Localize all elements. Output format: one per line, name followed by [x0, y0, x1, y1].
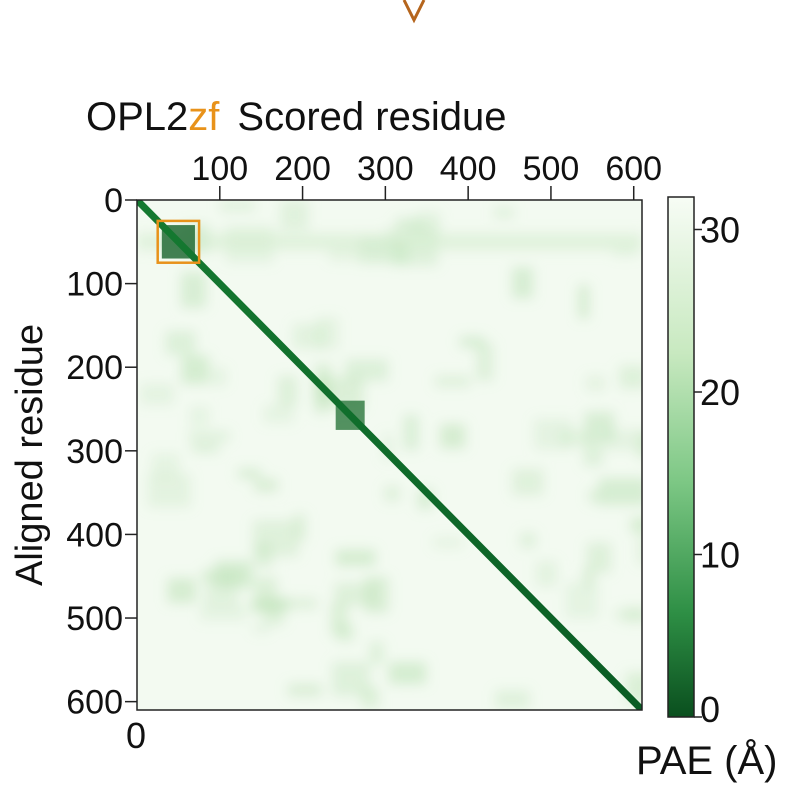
texture-patch [565, 583, 599, 619]
title-highlight: zf [188, 95, 220, 139]
texture-patch [280, 598, 317, 609]
texture-patch [536, 560, 558, 587]
y-tick-label: 400 [66, 516, 123, 554]
texture-patch [495, 690, 530, 709]
x-axis: 100 200 300 400 500 600 [191, 150, 662, 200]
colorbar: 0 10 20 30 [667, 196, 740, 730]
texture-patch [181, 355, 209, 384]
texture-patch [417, 212, 440, 232]
texture-patch [250, 597, 289, 612]
x-tick-label: 100 [191, 150, 248, 188]
texture-patch [254, 478, 278, 492]
texture-patch [189, 406, 209, 427]
texture-patch [613, 245, 638, 257]
texture-patch [167, 578, 196, 603]
texture-patch [238, 469, 261, 478]
y-axis: 0 100 200 300 400 500 600 [66, 182, 137, 722]
colorbar-tick-label: 20 [700, 372, 740, 413]
title-prefix: OPL2 [86, 95, 188, 139]
x-tick-label: 600 [605, 150, 662, 188]
texture-patch [520, 532, 536, 548]
texture-patch [330, 603, 348, 636]
texture-patch [624, 607, 642, 623]
colorbar-tick-label: 10 [700, 535, 740, 576]
texture-patch [619, 365, 642, 389]
texture-patch [345, 359, 389, 382]
texture-patch [476, 343, 494, 381]
texture-patch [140, 383, 174, 405]
x-axis-label: Scored residue [237, 95, 506, 139]
texture-patch [403, 414, 419, 450]
texture-patch [189, 431, 230, 442]
texture-patch [200, 604, 247, 621]
texture-patch [192, 443, 219, 453]
y-axis-label: Aligned residue [9, 324, 51, 586]
texture-patch [335, 549, 376, 566]
y-tick-label: 0 [104, 182, 123, 220]
texture-patch [440, 424, 466, 449]
texture-patch [534, 418, 573, 450]
texture-patch [388, 662, 427, 685]
texture-patch [383, 433, 394, 461]
texture-patch [433, 537, 463, 548]
texture-patch [369, 641, 384, 665]
pae-heatmap [137, 200, 642, 710]
texture-band [137, 233, 642, 251]
texture-patch [586, 542, 612, 573]
texture-patch [287, 683, 322, 697]
texture-patch [637, 536, 642, 565]
texture-patch [631, 517, 642, 533]
diagonal-line [137, 200, 642, 710]
texture-patch [494, 206, 514, 219]
highlight-box [156, 219, 201, 264]
texture-patch [603, 429, 642, 451]
colorbar-scale [667, 196, 695, 718]
y-tick-label: 100 [66, 266, 123, 304]
y-tick-label: 600 [66, 684, 123, 722]
texture-patch [585, 375, 606, 391]
texture-patch [293, 513, 306, 541]
texture-patch [253, 520, 299, 557]
colorbar-tick-label: 30 [700, 210, 740, 251]
texture-patch [204, 569, 239, 607]
texture-patch [588, 489, 602, 503]
texture-patch [384, 486, 400, 502]
texture-patch [151, 453, 180, 478]
colorbar-tick-label: 0 [700, 689, 720, 730]
texture-patch [334, 582, 376, 606]
colorbar-label: PAE (Å) [636, 738, 778, 783]
texture-patch [253, 623, 270, 633]
texture-patch [512, 267, 534, 299]
y-tick-label: 300 [66, 433, 123, 471]
x-tick-label: 200 [274, 150, 331, 188]
colorbar-ticks: 0 10 20 30 [694, 210, 740, 730]
texture-patch [598, 477, 642, 506]
texture-patch [332, 662, 370, 697]
heatmap-frame [136, 199, 643, 711]
texture-patch [459, 336, 485, 347]
texture-patch [435, 375, 471, 387]
x-tick-label: 400 [440, 150, 497, 188]
x-tick-label: 300 [357, 150, 414, 188]
texture-patch [280, 200, 309, 230]
y-tick-label: 200 [66, 349, 123, 387]
texture-patch [512, 468, 544, 496]
texture-patch [165, 330, 196, 355]
texture-patch [263, 405, 294, 423]
texture-patch [147, 473, 191, 508]
texture-patch [220, 200, 256, 212]
y-tick-label: 500 [66, 600, 123, 638]
texture-patch [277, 375, 298, 406]
texture-patch [180, 272, 207, 308]
chart-title: OPL2zf Scored residue [86, 95, 506, 139]
x-tick-label: 500 [523, 150, 580, 188]
cropped-trace-shape [402, 0, 426, 24]
texture-patch [578, 285, 589, 319]
texture-patch [292, 323, 324, 349]
texture-patch [211, 367, 226, 386]
origin-label: 0 [126, 715, 146, 756]
texture-patch [583, 440, 603, 467]
